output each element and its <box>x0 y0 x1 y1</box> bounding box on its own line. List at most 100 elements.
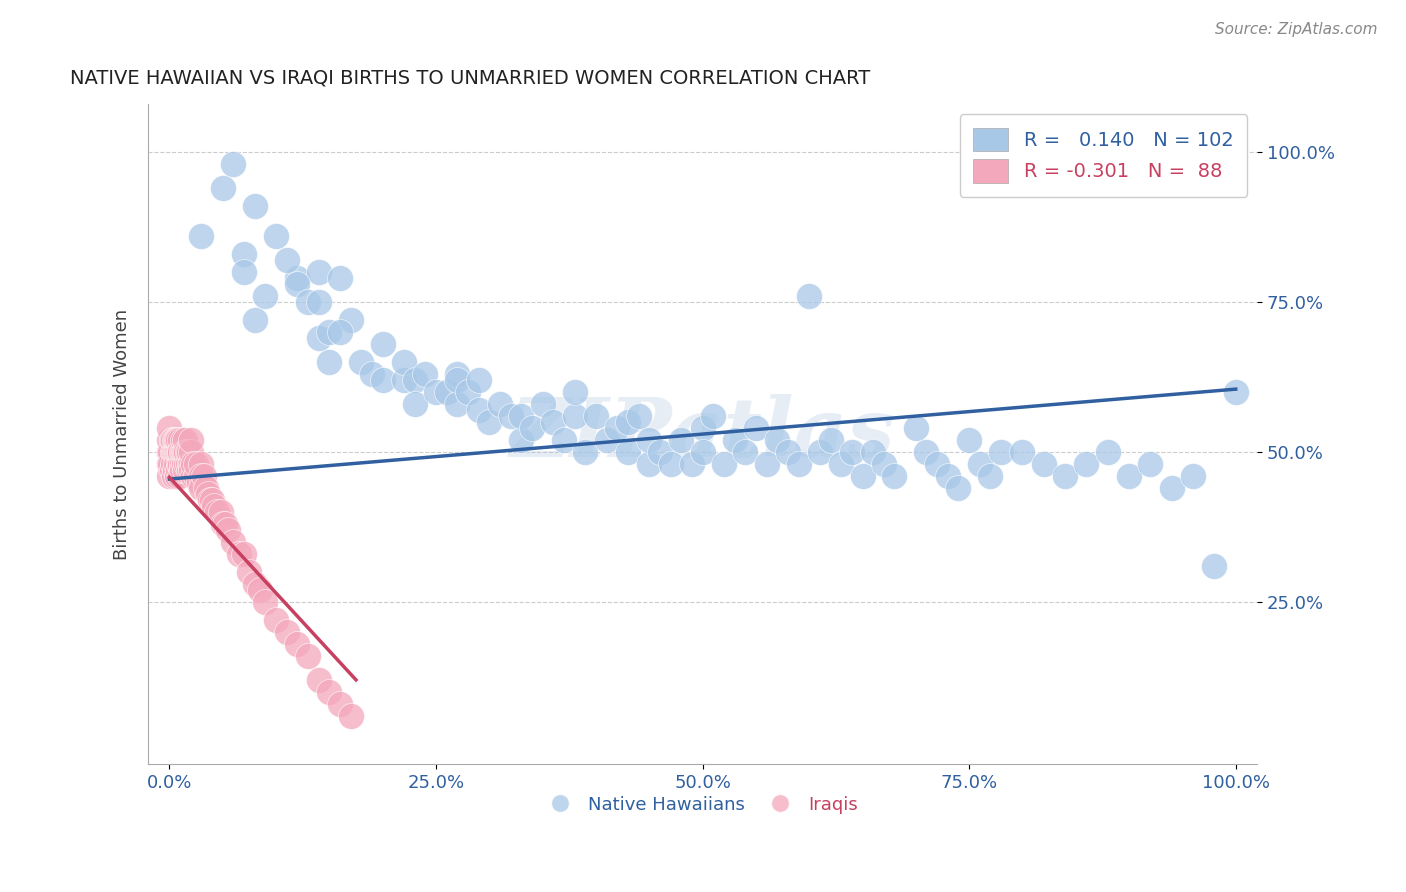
Point <box>167 457 190 471</box>
Point <box>163 445 186 459</box>
Point <box>799 289 821 303</box>
Point <box>510 409 533 423</box>
Point <box>595 433 617 447</box>
Point <box>172 445 194 459</box>
Point <box>222 157 245 171</box>
Point <box>159 457 181 471</box>
Point <box>188 475 211 489</box>
Point <box>180 457 202 471</box>
Point <box>166 469 188 483</box>
Point <box>936 469 959 483</box>
Point <box>179 457 201 471</box>
Point <box>233 547 256 561</box>
Point <box>166 445 188 459</box>
Point <box>436 385 458 400</box>
Point <box>169 469 191 483</box>
Point <box>207 505 229 519</box>
Point <box>172 457 194 471</box>
Point <box>585 409 607 423</box>
Point <box>211 181 233 195</box>
Legend: Native Hawaiians, Iraqis: Native Hawaiians, Iraqis <box>540 789 866 821</box>
Point <box>318 325 340 339</box>
Point <box>318 355 340 369</box>
Point <box>392 373 415 387</box>
Point <box>329 697 352 711</box>
Point <box>163 469 186 483</box>
Point <box>446 367 468 381</box>
Point <box>510 433 533 447</box>
Point <box>659 457 682 471</box>
Point <box>745 421 768 435</box>
Point <box>638 457 661 471</box>
Point <box>1054 469 1077 483</box>
Point <box>457 385 479 400</box>
Point <box>776 445 799 459</box>
Point <box>177 463 200 477</box>
Point <box>499 409 522 423</box>
Point <box>194 481 217 495</box>
Point <box>193 469 215 483</box>
Point <box>177 445 200 459</box>
Point <box>308 673 330 687</box>
Point <box>851 469 873 483</box>
Point <box>169 433 191 447</box>
Point <box>564 385 586 400</box>
Point <box>160 463 183 477</box>
Point <box>165 457 187 471</box>
Point <box>202 499 225 513</box>
Point <box>415 367 437 381</box>
Point <box>915 445 938 459</box>
Point <box>173 457 195 471</box>
Point <box>190 481 212 495</box>
Point <box>174 433 197 447</box>
Point <box>755 457 778 471</box>
Point <box>211 516 233 531</box>
Point <box>173 445 195 459</box>
Point <box>165 433 187 447</box>
Point <box>371 373 394 387</box>
Point <box>172 445 194 459</box>
Point <box>617 445 640 459</box>
Point <box>162 433 184 447</box>
Point <box>222 535 245 549</box>
Point <box>197 487 219 501</box>
Point <box>297 295 319 310</box>
Point <box>174 463 197 477</box>
Point <box>157 469 180 483</box>
Point <box>329 271 352 285</box>
Point <box>297 648 319 663</box>
Point <box>166 433 188 447</box>
Point <box>1204 559 1226 574</box>
Point <box>254 289 277 303</box>
Point <box>873 457 896 471</box>
Point <box>627 409 650 423</box>
Point <box>243 577 266 591</box>
Point <box>392 355 415 369</box>
Point <box>361 367 384 381</box>
Point <box>702 409 724 423</box>
Point <box>264 229 287 244</box>
Point <box>169 445 191 459</box>
Point <box>606 421 628 435</box>
Point <box>404 397 426 411</box>
Point <box>198 493 221 508</box>
Point <box>404 373 426 387</box>
Point <box>181 457 204 471</box>
Point <box>1182 469 1205 483</box>
Point <box>543 415 565 429</box>
Point <box>467 373 489 387</box>
Point <box>180 463 202 477</box>
Point <box>174 445 197 459</box>
Point <box>1225 385 1247 400</box>
Point <box>190 457 212 471</box>
Point <box>184 469 207 483</box>
Point <box>1032 457 1054 471</box>
Text: NATIVE HAWAIIAN VS IRAQI BIRTHS TO UNMARRIED WOMEN CORRELATION CHART: NATIVE HAWAIIAN VS IRAQI BIRTHS TO UNMAR… <box>70 69 870 87</box>
Text: Source: ZipAtlas.com: Source: ZipAtlas.com <box>1215 22 1378 37</box>
Point <box>692 445 714 459</box>
Point <box>862 445 884 459</box>
Point <box>157 433 180 447</box>
Point <box>157 445 180 459</box>
Point <box>713 457 735 471</box>
Point <box>318 685 340 699</box>
